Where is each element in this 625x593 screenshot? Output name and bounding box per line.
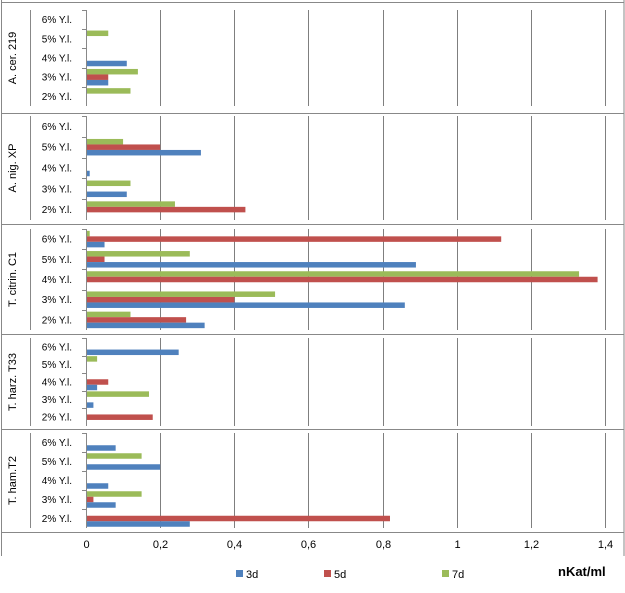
category-label: 6% Y.l. (42, 438, 72, 449)
group-label: T. citrin. C1 (7, 252, 19, 307)
category-label: 5% Y.l. (42, 360, 72, 371)
category-label: 2% Y.l. (42, 413, 72, 424)
bar-7d (87, 271, 580, 277)
bar-7d (87, 251, 190, 257)
category-label: 4% Y.l. (42, 378, 72, 389)
legend-swatch-7d (442, 570, 449, 577)
group-label: A. nig. XP (7, 144, 19, 193)
bar-7d (87, 201, 175, 207)
x-tick-label: 0,6 (301, 539, 316, 551)
group-label: T. ham.T2 (7, 456, 19, 505)
bar-7d (87, 180, 131, 187)
category-label: 6% Y.l. (42, 235, 72, 246)
bar-3d (87, 349, 179, 356)
bar-7d (87, 311, 131, 318)
category-label: 2% Y.l. (42, 514, 72, 525)
bar-5d (87, 414, 153, 420)
category-label: 6% Y.l. (42, 15, 72, 26)
category-label: 5% Y.l. (42, 457, 72, 468)
x-tick-label: 0 (83, 539, 89, 551)
frame-layer (1, 0, 625, 556)
bars-layer (87, 30, 598, 527)
category-label: 3% Y.l. (42, 73, 72, 84)
bar-5d (87, 206, 246, 213)
legend-label-5d: 5d (334, 569, 346, 581)
bar-7d (87, 68, 138, 75)
category-label: 4% Y.l. (42, 275, 72, 286)
category-label: 2% Y.l. (42, 205, 72, 216)
bar-3d (87, 322, 205, 329)
bar-3d (87, 262, 416, 268)
bar-3d (87, 521, 190, 527)
bar-3d (87, 149, 201, 156)
labels-layer: 6% Y.l. 5% Y.l. 4% Y.l. 3% Y.l. 2% Y.l. A. ce… (7, 15, 72, 525)
x-tick-label: 0,4 (227, 539, 242, 551)
x-tick-label: 0,2 (153, 539, 168, 551)
category-label: 2% Y.l. (42, 92, 72, 103)
bar-5d (87, 74, 109, 80)
bar-7d (87, 291, 276, 297)
category-label: 2% Y.l. (42, 315, 72, 326)
bar-5d (87, 496, 94, 503)
category-label: 3% Y.l. (42, 395, 72, 406)
bar-7d (87, 453, 142, 459)
category-label: 5% Y.l. (42, 255, 72, 266)
bar-7d (87, 30, 109, 37)
category-label: 4% Y.l. (42, 164, 72, 175)
bar-3d (87, 241, 105, 248)
bar-3d (87, 464, 161, 470)
legend-label-3d: 3d (246, 569, 258, 581)
grid-layer (86, 10, 606, 528)
bar-5d (87, 379, 109, 385)
bar-3d (87, 483, 109, 489)
category-label: 4% Y.l. (42, 476, 72, 487)
x-tick-label: 0,8 (376, 539, 391, 551)
bar-5d (87, 296, 235, 303)
group-label: A. cer. 219 (7, 32, 19, 85)
legend: 3d 5d 7d nKat/ml (236, 564, 606, 581)
x-tick-label: 1,4 (598, 539, 613, 551)
group-label: T. harz. T33 (7, 353, 19, 411)
x-axis: 0 0,2 0,4 0,6 0,8 1 1,2 1,4 (83, 539, 613, 551)
bar-5d (87, 515, 390, 522)
bar-3d (87, 170, 90, 177)
bar-7d (87, 491, 142, 497)
category-label: 5% Y.l. (42, 34, 72, 45)
bar-7d (87, 230, 90, 237)
bar-7d (87, 356, 98, 362)
bar-3d (87, 60, 127, 67)
legend-label-7d: 7d (452, 569, 464, 581)
category-label: 4% Y.l. (42, 54, 72, 65)
category-label: 6% Y.l. (42, 342, 72, 353)
bar-3d (87, 402, 94, 408)
category-label: 5% Y.l. (42, 143, 72, 154)
bar-5d (87, 256, 105, 263)
bar-5d (87, 144, 161, 150)
bar-7d (87, 88, 131, 94)
x-tick-label: 1 (454, 539, 460, 551)
bar-7d (87, 391, 150, 397)
x-axis-unit: nKat/ml (558, 564, 606, 579)
bar-5d (87, 317, 187, 323)
bar-5d (87, 236, 502, 242)
bar-3d (87, 384, 98, 391)
x-tick-label: 1,2 (524, 539, 539, 551)
bar-7d (87, 138, 124, 145)
legend-swatch-5d (324, 570, 331, 577)
category-label: 3% Y.l. (42, 184, 72, 195)
category-label: 6% Y.l. (42, 122, 72, 133)
bar-3d (87, 79, 109, 86)
bar-3d (87, 445, 116, 451)
category-label: 3% Y.l. (42, 295, 72, 306)
bar-3d (87, 191, 127, 198)
bar-3d (87, 502, 116, 508)
category-label: 3% Y.l. (42, 495, 72, 506)
legend-swatch-3d (236, 570, 243, 577)
bar-5d (87, 276, 598, 283)
bar-3d (87, 302, 405, 308)
